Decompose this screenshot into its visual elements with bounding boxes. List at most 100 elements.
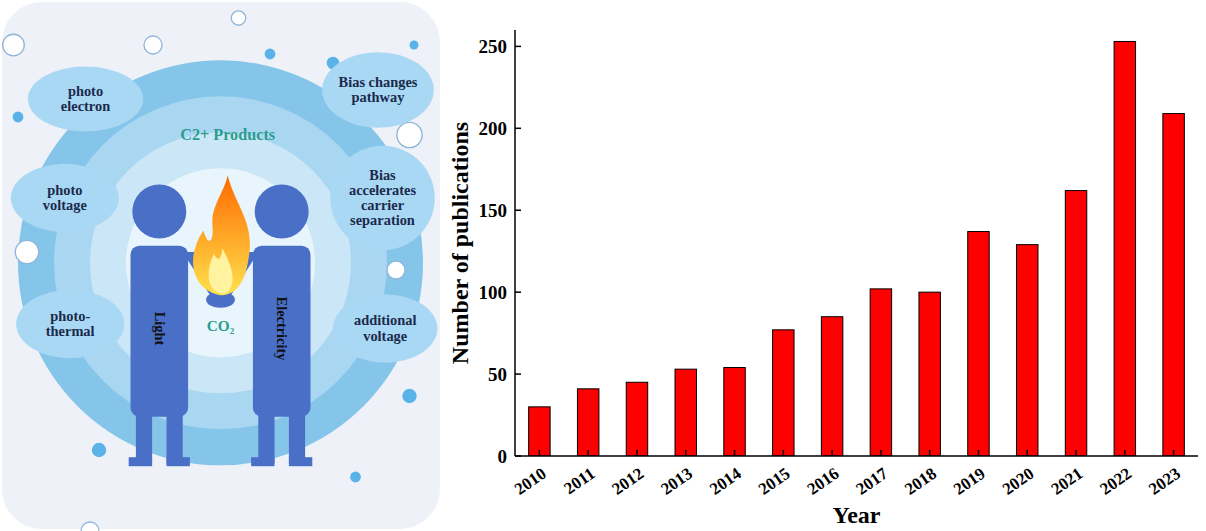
figure-label: Electricity <box>274 297 290 362</box>
bubble <box>402 389 416 403</box>
bubble <box>3 34 25 56</box>
bar <box>968 232 989 456</box>
x-tick <box>831 450 833 456</box>
effect-bubble <box>11 164 119 232</box>
effect-label: Bias changespathway <box>339 74 418 105</box>
effect-line: photo <box>68 83 103 99</box>
x-tick <box>636 450 638 456</box>
effect-bubble <box>330 146 434 250</box>
bar <box>919 292 940 456</box>
effect-line: thermal <box>46 323 95 339</box>
ring <box>90 132 351 393</box>
ring <box>54 96 387 429</box>
x-axis-title: Year <box>833 502 881 528</box>
y-tick <box>515 373 521 375</box>
bubble <box>15 240 38 263</box>
effect-line: electron <box>61 98 110 114</box>
x-tick-label: 2019 <box>950 464 989 499</box>
effect-line: voltage <box>363 328 408 344</box>
bubble <box>144 36 162 54</box>
effect-line: accelerates <box>349 182 417 198</box>
y-tick-label: 50 <box>488 364 507 385</box>
x-tick-label: 2022 <box>1096 464 1135 499</box>
bubble <box>350 472 361 483</box>
effect-label: photo-thermal <box>46 308 95 339</box>
effect-bubble <box>16 290 124 358</box>
bubble <box>81 522 99 531</box>
x-tick-label: 2016 <box>804 464 843 499</box>
x-tick-label: 2021 <box>1048 464 1087 499</box>
y-tick <box>515 128 521 130</box>
figure-head <box>255 185 309 239</box>
bar <box>577 389 598 456</box>
y-tick-label: 0 <box>498 446 508 467</box>
effect-label: photovoltage <box>43 182 88 213</box>
figure-head <box>132 185 186 239</box>
x-tick <box>587 450 589 456</box>
figure-body <box>253 246 311 417</box>
canvas: photoelectronphotovoltagephoto-thermalBi… <box>0 0 1206 531</box>
bar <box>773 330 794 456</box>
x-tick-label: 2018 <box>901 464 940 499</box>
x-tick <box>539 450 541 456</box>
y-tick-label: 150 <box>479 200 508 221</box>
x-tick-label: 2017 <box>852 463 891 498</box>
y-tick <box>515 455 521 457</box>
center-title: C2+ Products <box>180 126 275 144</box>
diagram-panel <box>2 2 440 529</box>
effect-line: voltage <box>43 197 88 213</box>
center-label: CO₂ <box>207 317 235 334</box>
x-tick <box>1173 450 1175 456</box>
bubble <box>410 41 419 50</box>
x-tick-label: 2010 <box>511 464 550 499</box>
flame-core <box>209 248 233 293</box>
effect-line: photo- <box>50 308 90 324</box>
bar <box>1017 245 1038 456</box>
figure-foot <box>129 457 152 466</box>
effect-line: Bias <box>369 167 396 183</box>
effect-label: additionalvoltage <box>354 312 416 343</box>
figure-leg <box>136 410 152 464</box>
effect-label: Biasacceleratescarrierseparation <box>349 167 417 229</box>
bars <box>529 41 1185 456</box>
bubble <box>13 112 24 123</box>
figure-leg <box>167 410 183 464</box>
y-tick <box>515 291 521 293</box>
effect-line: Bias changes <box>339 74 418 90</box>
y-tick-label: 250 <box>479 36 508 57</box>
effect-line: pathway <box>352 89 406 105</box>
bubble <box>265 49 276 60</box>
effect-label: photoelectron <box>61 83 110 114</box>
y-axis-title: Number of publications <box>447 122 473 364</box>
bar <box>675 369 696 456</box>
flame <box>193 176 250 296</box>
figure-label: Light <box>152 312 168 346</box>
y-tick <box>515 209 521 211</box>
figure-body <box>131 246 189 417</box>
diagram: photoelectronphotovoltagephoto-thermalBi… <box>3 11 438 531</box>
y-axis <box>514 30 516 456</box>
x-tick <box>734 450 736 456</box>
effect-bubble <box>28 67 143 132</box>
bar <box>1163 114 1184 456</box>
bar <box>821 317 842 456</box>
figure-foot <box>167 457 190 466</box>
x-tick <box>1027 450 1029 456</box>
bubble <box>387 261 405 279</box>
bar <box>626 382 647 456</box>
figure-foot <box>289 457 312 466</box>
x-tick-label: 2015 <box>755 464 794 499</box>
bubble <box>231 11 245 25</box>
bar <box>724 368 745 456</box>
x-tick <box>978 450 980 456</box>
x-tick-label: 2014 <box>706 463 745 498</box>
x-tick <box>880 450 882 456</box>
bubble <box>92 443 106 457</box>
y-tick <box>515 46 521 48</box>
bubble <box>397 122 422 147</box>
effect-line: carrier <box>361 197 405 213</box>
x-tick-label: 2020 <box>999 464 1038 499</box>
x-tick <box>1075 450 1077 456</box>
bar <box>1114 41 1135 456</box>
figure-leg <box>289 410 305 464</box>
